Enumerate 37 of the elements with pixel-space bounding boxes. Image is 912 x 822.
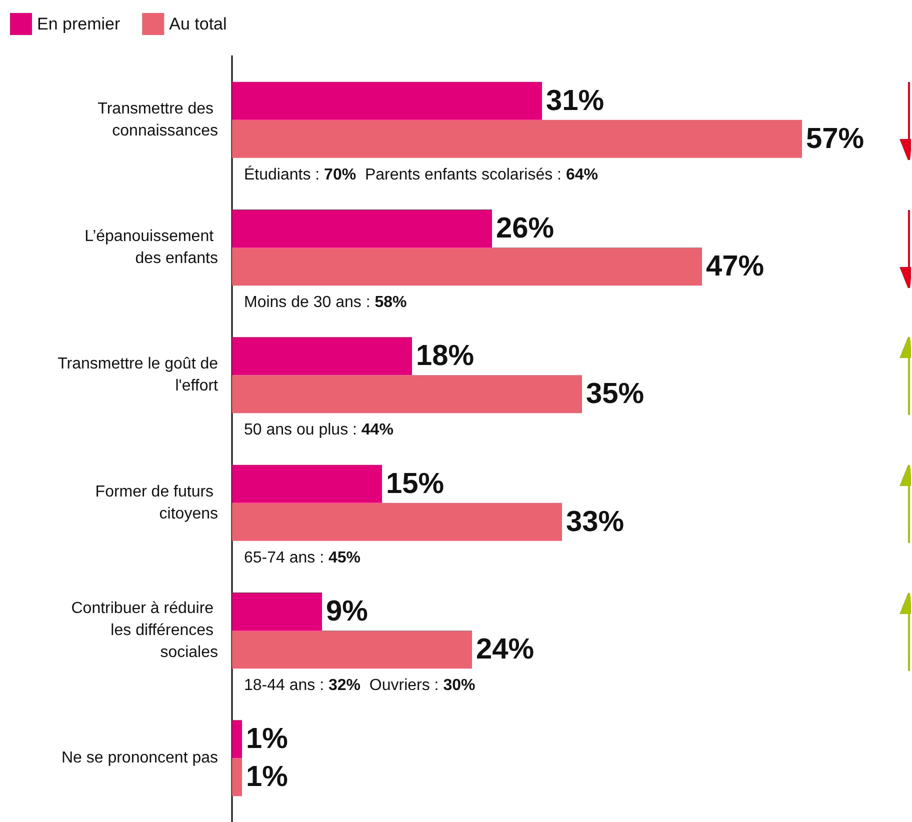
data-label: 9% xyxy=(326,596,368,628)
bar xyxy=(232,82,542,120)
data-label: 24% xyxy=(476,634,534,666)
y-tick-label: Ne se prononcent pas xyxy=(61,750,218,767)
bar xyxy=(232,210,492,248)
data-label: 1% xyxy=(246,723,288,756)
y-tick-label: Former de futurs citoyens xyxy=(95,483,218,522)
data-label: 47% xyxy=(706,250,764,282)
y-tick-label: Transmettre des connaissances xyxy=(98,100,218,140)
y-tick-label: Contribuer à réduire les différences sociales xyxy=(71,600,218,661)
bar xyxy=(232,502,562,541)
data-label: 57% xyxy=(806,122,864,155)
data-label: 15% xyxy=(386,468,444,500)
annotation: 18-44 ans : 32% Ouvriers : 30% xyxy=(244,677,476,694)
data-label: 26% xyxy=(496,212,554,244)
annotation: 65-74 ans : 45% xyxy=(244,549,361,566)
bar xyxy=(232,248,702,286)
bar xyxy=(232,375,582,414)
legend-label: Au total xyxy=(169,14,227,34)
annotation: Étudiants : 70% Parents enfants scolarisés : 64% xyxy=(244,165,598,184)
bar xyxy=(232,337,412,376)
data-label: 31% xyxy=(546,84,604,117)
data-label: 18% xyxy=(416,340,474,372)
y-tick-label: L’épanouissement des enfants xyxy=(84,228,218,267)
annotation: Moins de 30 ans : 58% xyxy=(244,294,407,311)
bar xyxy=(232,120,802,158)
data-label: 33% xyxy=(566,506,624,538)
bar xyxy=(232,720,242,758)
data-label: 35% xyxy=(586,378,644,410)
bar xyxy=(232,758,242,796)
data-label: 1% xyxy=(246,761,288,794)
bar xyxy=(232,630,472,668)
bar xyxy=(232,592,322,630)
y-tick-label: Transmettre le goût de l'effort xyxy=(58,356,219,395)
legend-label: En premier xyxy=(37,14,120,34)
annotation: 50 ans ou plus : 44% xyxy=(244,422,394,439)
bar xyxy=(232,464,382,503)
